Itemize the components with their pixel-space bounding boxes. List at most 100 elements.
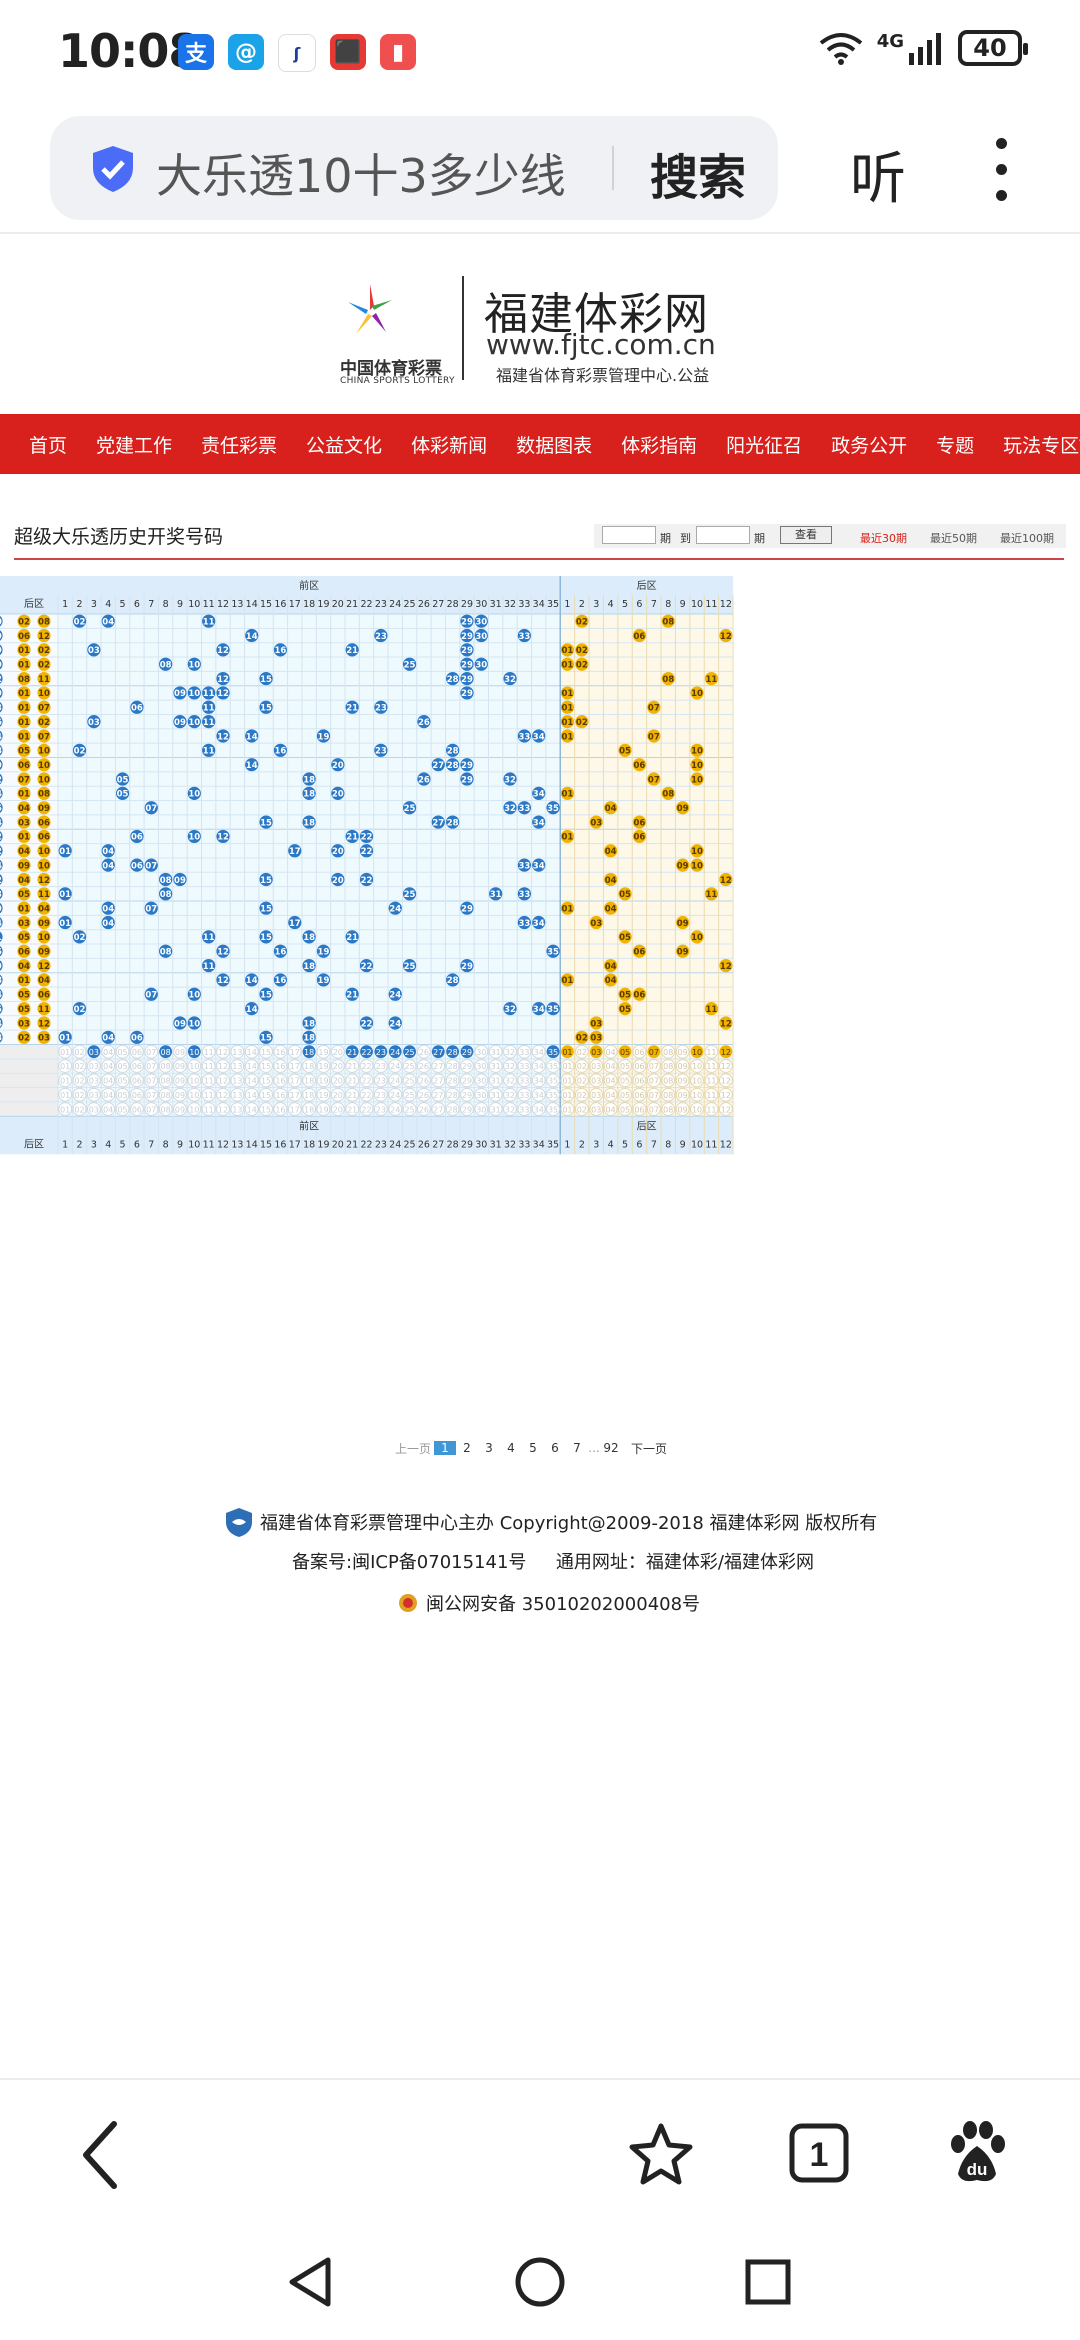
view-button[interactable]: 查看 (780, 526, 832, 544)
baidu-paw-icon[interactable]: du (946, 2120, 1008, 2186)
nav-item-topics[interactable]: 专题 (936, 434, 975, 457)
bookmark-star-icon[interactable] (628, 2122, 694, 2186)
preselect-front-label: 04 (103, 1091, 113, 1100)
back-ball-label: 09 (677, 948, 689, 958)
empty-back-ball (661, 1087, 676, 1102)
front-ball (101, 915, 115, 930)
police-record-link[interactable]: 闽公网安备 35010202000408号 (426, 1594, 701, 1615)
system-back-icon[interactable] (286, 2256, 334, 2308)
prev-ball-label: 03 (18, 1019, 30, 1029)
front-ball-label: 18 (303, 775, 315, 785)
front-ball (259, 815, 273, 829)
front-ball-label: 15 (260, 1034, 272, 1044)
pager-page-2[interactable]: 2 (463, 1441, 471, 1455)
search-button[interactable]: 搜索 (650, 150, 747, 206)
empty-front-ball (72, 1059, 87, 1073)
front-ball (159, 872, 173, 887)
pager-next[interactable]: 下一页 (630, 1441, 667, 1456)
nav-item-responsible[interactable]: 责任彩票 (201, 434, 278, 457)
pager-prev[interactable]: 上一页 (394, 1441, 431, 1456)
footer-back-number-header: 5 (622, 1139, 628, 1150)
pager-page-1[interactable]: 1 (434, 1441, 456, 1455)
back-arrow-icon[interactable] (80, 2120, 120, 2190)
empty-front-ball (58, 1044, 73, 1059)
sports-lottery-logo-icon[interactable] (340, 280, 400, 340)
preselect-front-label: 18 (304, 1091, 314, 1100)
pager-page-4[interactable]: 4 (507, 1441, 515, 1455)
pager-page-7[interactable]: 7 (573, 1441, 581, 1455)
nav-item-guide[interactable]: 体彩指南 (621, 434, 698, 457)
recent-100-link[interactable]: 最近100期 (1000, 532, 1054, 545)
preselect-front-label: 09 (175, 1062, 185, 1071)
front-number-header: 3 (91, 599, 97, 610)
front-ball-label: 28 (447, 818, 459, 828)
pager-page-5[interactable]: 5 (529, 1441, 537, 1455)
back-ball-label: 11 (706, 890, 718, 900)
nav-item-recruit[interactable]: 阳光征召 (726, 434, 803, 457)
nav-item-party[interactable]: 党建工作 (96, 434, 173, 457)
back-ball (690, 858, 704, 872)
empty-front-ball (201, 1073, 216, 1088)
empty-front-ball (503, 1102, 517, 1116)
front-ball-label: 30 (475, 617, 487, 627)
preselect-back-label: 08 (663, 1105, 673, 1114)
front-ball (316, 944, 331, 958)
tabs-icon[interactable]: 1 (788, 2122, 850, 2184)
nav-item-news[interactable]: 体彩新闻 (411, 434, 488, 457)
recent-50-link[interactable]: 最近50期 (930, 532, 977, 545)
nav-item-games[interactable]: 玩法专区▼ (1003, 434, 1080, 457)
preselect-front-label: 05 (117, 1077, 127, 1086)
nav-item-charts[interactable]: 数据图表 (516, 434, 593, 457)
front-ball (331, 758, 345, 772)
recent-30-link[interactable]: 最近30期 (860, 532, 907, 545)
preselect-front-label: 05 (117, 1091, 127, 1100)
front-ball-label: 15 (260, 876, 272, 886)
footer-front-number-header: 22 (360, 1139, 372, 1150)
back-ball-label: 04 (605, 962, 617, 972)
footer-front-number-header: 6 (134, 1139, 140, 1150)
front-ball-label: 11 (203, 718, 215, 728)
preselect-front-label: 23 (376, 1048, 386, 1057)
empty-front-ball (58, 1059, 73, 1073)
empty-front-ball (345, 1102, 360, 1116)
footer-copyright: 福建省体育彩票管理中心主办 Copyright@2009-2018 福建体彩网 … (224, 1506, 877, 1538)
pager-page-last[interactable]: 92 (603, 1441, 619, 1455)
period-from-input[interactable] (602, 526, 656, 544)
front-ball (517, 858, 531, 872)
back-ball (647, 772, 661, 786)
site-title[interactable]: 福建体彩网 (484, 289, 709, 340)
front-ball (58, 844, 72, 858)
logo-divider (462, 276, 464, 380)
empty-front-ball (86, 1059, 101, 1073)
back-ball (632, 987, 647, 1001)
system-recents-icon[interactable] (744, 2258, 792, 2306)
preselect-front-label: 13 (232, 1077, 242, 1086)
back-ball-label: 09 (677, 861, 689, 871)
preselect-front-ball (431, 1045, 445, 1059)
empty-front-ball (445, 1059, 460, 1073)
prev-ball (37, 643, 51, 657)
empty-front-ball (244, 1073, 259, 1088)
preselect-back-label: 12 (721, 1062, 731, 1071)
prev-ball (17, 973, 31, 987)
icp-link[interactable]: 备案号:闽ICP备07015141号 (292, 1552, 527, 1573)
more-menu-icon[interactable] (996, 138, 1008, 216)
nav-item-affairs[interactable]: 政务公开 (831, 434, 908, 457)
pager-page-3[interactable]: 3 (485, 1441, 493, 1455)
nav-item-home[interactable]: 首页 (29, 434, 68, 457)
system-home-icon[interactable] (514, 2256, 566, 2308)
front-ball-label: 12 (217, 689, 229, 699)
front-ball-label: 02 (74, 617, 86, 627)
nav-item-culture[interactable]: 公益文化 (306, 434, 383, 457)
search-query-text[interactable]: 大乐透10十3多少线 (156, 149, 566, 203)
pager-page-6[interactable]: 6 (551, 1441, 559, 1455)
prev-ball (17, 715, 31, 729)
footer-front-number-header: 16 (274, 1139, 286, 1150)
front-number-header: 18 (303, 599, 315, 610)
front-ball-label: 07 (145, 861, 157, 871)
back-ball-label: 08 (662, 617, 674, 627)
browser-search-bar[interactable]: 大乐透10十3多少线 搜索 (50, 116, 778, 220)
listen-button[interactable]: 听 (850, 147, 906, 212)
back-ball (560, 901, 575, 915)
period-to-input[interactable] (696, 526, 750, 544)
